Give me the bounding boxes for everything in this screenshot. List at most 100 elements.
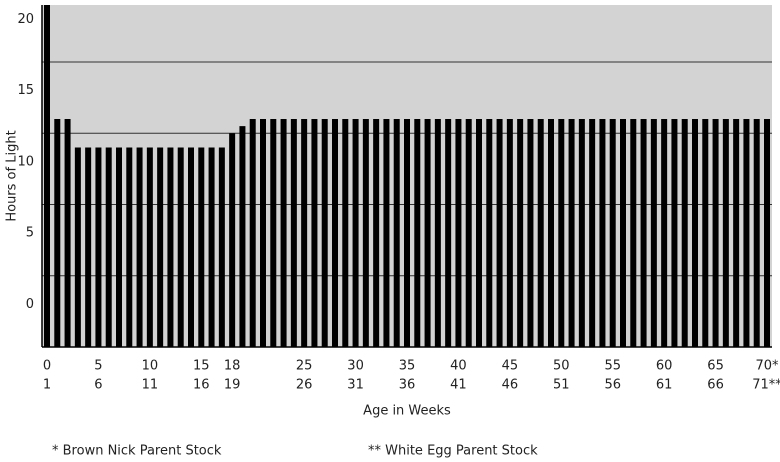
bar	[260, 119, 266, 347]
x-tick-label: 40	[450, 359, 467, 374]
x-tick-label: 18	[224, 359, 241, 374]
bar	[558, 119, 565, 347]
x-tick-label: 41	[450, 378, 467, 393]
bar	[54, 119, 61, 347]
y-tick-label: 5	[26, 226, 34, 241]
x-tick-label: 56	[604, 378, 621, 393]
x-tick-label: 19	[224, 378, 241, 393]
x-tick-label: 0	[43, 359, 51, 374]
y-axis-title: Hours of Light	[5, 130, 20, 221]
bar	[332, 119, 338, 347]
bar	[414, 119, 421, 347]
x-tick-label: 60	[656, 359, 673, 374]
bar	[404, 119, 410, 347]
bar	[301, 119, 308, 347]
bar	[764, 119, 770, 347]
bar	[362, 119, 369, 347]
bar	[527, 119, 534, 347]
x-tick-label: 70*	[755, 359, 779, 374]
bar	[229, 133, 236, 347]
bar	[342, 119, 349, 347]
bar	[218, 147, 225, 347]
bar	[702, 119, 709, 347]
x-tick-label: 50	[553, 359, 570, 374]
bar	[146, 147, 153, 347]
bar	[74, 147, 81, 347]
x-tick-label: 30	[347, 359, 364, 374]
x-tick-label: 6	[94, 378, 102, 393]
bar	[249, 119, 256, 347]
x-axis-title: Age in Weeks	[363, 404, 451, 419]
bar	[383, 119, 390, 347]
x-tick-label: 65	[707, 359, 724, 374]
x-tick-label: 51	[553, 378, 570, 393]
bar	[445, 119, 452, 347]
y-tick-label: 10	[17, 154, 34, 169]
bar	[640, 119, 647, 347]
bar	[188, 147, 194, 347]
bar	[424, 119, 431, 347]
bar	[537, 119, 544, 347]
x-tick-label: 5	[94, 359, 102, 374]
bar	[589, 119, 596, 347]
bar	[476, 119, 482, 347]
bar	[290, 119, 297, 347]
bar	[157, 147, 164, 347]
bar	[321, 119, 328, 347]
bar	[609, 119, 616, 347]
bar	[496, 119, 503, 347]
bar	[733, 119, 740, 347]
x-tick-label: 66	[707, 378, 724, 393]
x-tick-label: 25	[296, 359, 313, 374]
bar	[136, 147, 143, 347]
x-tick-label: 1	[43, 378, 51, 393]
bar	[95, 147, 102, 347]
x-tick-label: 36	[399, 378, 416, 393]
x-tick-label: 26	[296, 378, 313, 393]
bar	[620, 119, 626, 347]
x-tick-label: 31	[347, 378, 364, 393]
bar	[517, 119, 524, 347]
x-tick-label: 16	[193, 378, 210, 393]
x-tick-label: 45	[502, 359, 519, 374]
bar	[599, 119, 606, 347]
bar	[681, 119, 688, 347]
bar	[373, 119, 380, 347]
bar	[548, 119, 554, 347]
bar	[650, 119, 657, 347]
x-tick-label: 55	[604, 359, 621, 374]
bar	[568, 119, 575, 347]
x-tick-label: 71**	[752, 378, 780, 393]
bar	[578, 119, 585, 347]
y-tick-label: 0	[26, 297, 34, 312]
footnote: ** White Egg Parent Stock	[368, 444, 538, 459]
bar	[671, 119, 678, 347]
footnote: * Brown Nick Parent Stock	[52, 444, 222, 459]
bar	[105, 147, 112, 347]
y-tick-label: 20	[17, 12, 34, 27]
bar	[630, 119, 637, 347]
bar	[167, 147, 174, 347]
bar	[239, 126, 246, 347]
bar	[506, 119, 513, 347]
bar	[126, 147, 133, 347]
bar	[85, 147, 92, 347]
x-tick-label: 46	[502, 378, 519, 393]
bar	[116, 147, 122, 347]
x-tick-label: 11	[142, 378, 159, 393]
bar	[198, 147, 205, 347]
x-tick-label: 10	[142, 359, 159, 374]
x-tick-label: 15	[193, 359, 210, 374]
bar	[280, 119, 287, 347]
bar	[661, 119, 668, 347]
bar	[44, 5, 50, 347]
bar	[465, 119, 472, 347]
bar	[692, 119, 698, 347]
bar	[753, 119, 760, 347]
bar	[352, 119, 359, 347]
y-tick-label: 15	[17, 83, 34, 98]
x-tick-label: 35	[399, 359, 416, 374]
bar	[208, 147, 215, 347]
bar	[393, 119, 400, 347]
